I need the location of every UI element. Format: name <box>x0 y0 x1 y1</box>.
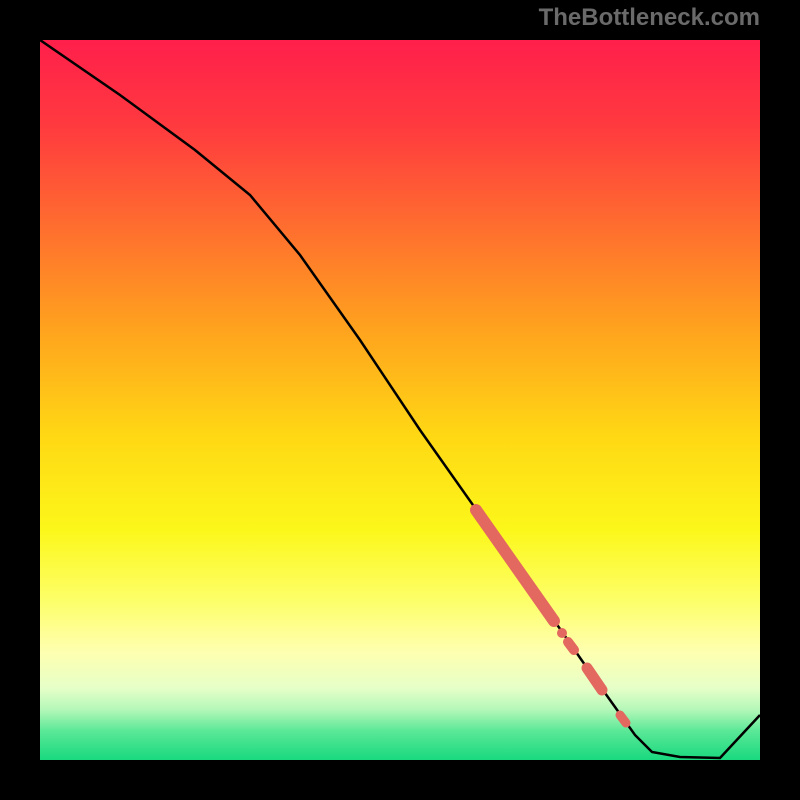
chart-svg <box>40 40 760 760</box>
marker-segment <box>568 642 574 650</box>
chart-frame: TheBottleneck.com <box>0 0 800 800</box>
marker-dot <box>557 628 567 638</box>
plot-area <box>40 40 760 760</box>
marker-segment <box>620 715 626 723</box>
watermark-text: TheBottleneck.com <box>539 4 760 32</box>
